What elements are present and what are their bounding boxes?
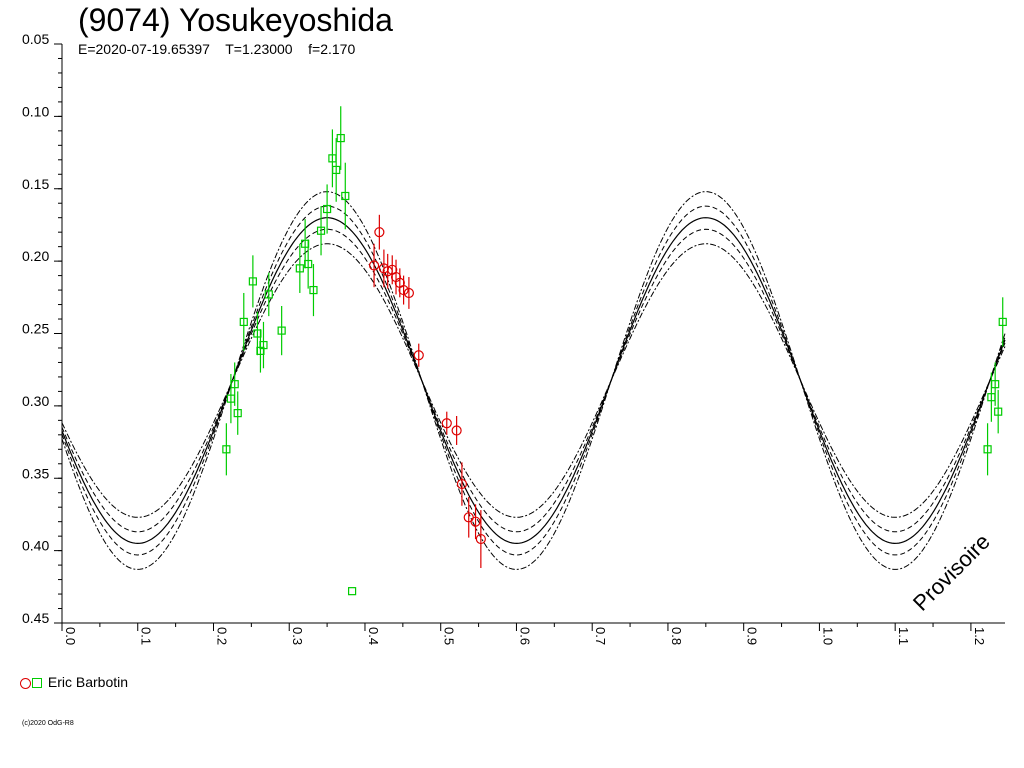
legend-markers <box>20 676 44 690</box>
x-tick-label: 1.1 <box>896 627 911 645</box>
data-point-square <box>994 407 1003 416</box>
y-tick-label: 0.15 <box>22 176 49 192</box>
chart-subtitle: E=2020-07-19.65397 T=1.23000 f=2.170 <box>78 41 356 57</box>
model-curves <box>61 191 1006 570</box>
x-tick-label: 0.7 <box>593 627 608 645</box>
data-point-square <box>332 165 341 175</box>
data-point-square <box>259 340 268 350</box>
x-tick-label: 0.1 <box>139 627 154 645</box>
axes: 0.05 0.10 0.15 0.20 0.25 0.30 0.35 0.40 0.45 0.0 0… <box>22 31 1005 645</box>
data-point-square <box>264 290 273 299</box>
model-curve-envelope-inner <box>61 228 1006 533</box>
data-point-square <box>277 326 286 335</box>
legend-circle-marker <box>20 678 31 690</box>
y-tick-label: 0.35 <box>22 465 49 481</box>
x-tick-label: 0.2 <box>214 627 229 645</box>
data-point-circle <box>368 260 380 271</box>
y-tick-label: 0.40 <box>22 538 49 554</box>
x-tick-label: 0.6 <box>517 627 532 645</box>
data-point-square <box>239 317 248 327</box>
legend-square-marker <box>32 678 42 689</box>
model-curve-envelope-outer <box>61 205 1006 556</box>
y-tick-label: 0.45 <box>22 610 49 626</box>
x-tick-label: 0.9 <box>745 627 760 645</box>
model-curve-main <box>61 217 1006 545</box>
data-point-square <box>983 445 992 454</box>
data-point-circle <box>374 227 385 238</box>
data-point-circle <box>403 287 415 299</box>
data-point-square <box>316 226 326 235</box>
data-point-square <box>222 445 231 454</box>
data-point-square <box>998 317 1007 327</box>
data-point-square <box>233 409 242 418</box>
data-point-circle <box>470 516 481 527</box>
data-point-square <box>991 380 1000 389</box>
data-point-square <box>323 204 332 214</box>
data-point-circle <box>413 350 424 361</box>
data-point-square <box>347 587 357 596</box>
x-tick-label: 1.0 <box>820 627 835 645</box>
data-point-square <box>336 133 345 143</box>
data-point-circle <box>398 284 409 296</box>
x-tick-label: 0.8 <box>669 627 684 645</box>
x-tick-label: 0.0 <box>63 627 78 645</box>
chart-title: (9074) Yosukeyoshida <box>78 2 393 38</box>
y-tick-label: 0.10 <box>22 103 49 119</box>
data-point-square <box>295 264 304 273</box>
y-tick-label: 0.20 <box>22 248 49 264</box>
x-tick-label: 0.5 <box>442 627 457 645</box>
legend: Eric Barbotin <box>20 674 128 690</box>
data-point-square <box>341 191 350 201</box>
data-point-square <box>304 259 313 269</box>
data-point-square <box>230 380 239 389</box>
data-points <box>222 106 1007 596</box>
x-tick-label: 1.2 <box>972 627 987 645</box>
data-point-square <box>248 277 257 286</box>
data-point-circle <box>456 478 468 490</box>
x-tick-label: 0.4 <box>366 627 381 645</box>
model-curve-envelope-inner2 <box>61 243 1006 518</box>
data-point-circle <box>475 533 486 545</box>
y-tick-label: 0.30 <box>22 393 49 409</box>
y-tick-label: 0.25 <box>22 321 49 337</box>
copyright-text: (c)2020 OdG-R8 <box>22 720 74 727</box>
y-tick-label: 0.05 <box>22 31 49 47</box>
data-point-circle <box>441 418 452 429</box>
model-curve-envelope-outer2 <box>61 191 1006 570</box>
data-point-circle <box>451 425 462 436</box>
data-point-square <box>309 285 318 295</box>
legend-observer-label: Eric Barbotin <box>47 674 129 690</box>
x-tick-label: 0.3 <box>290 627 305 645</box>
